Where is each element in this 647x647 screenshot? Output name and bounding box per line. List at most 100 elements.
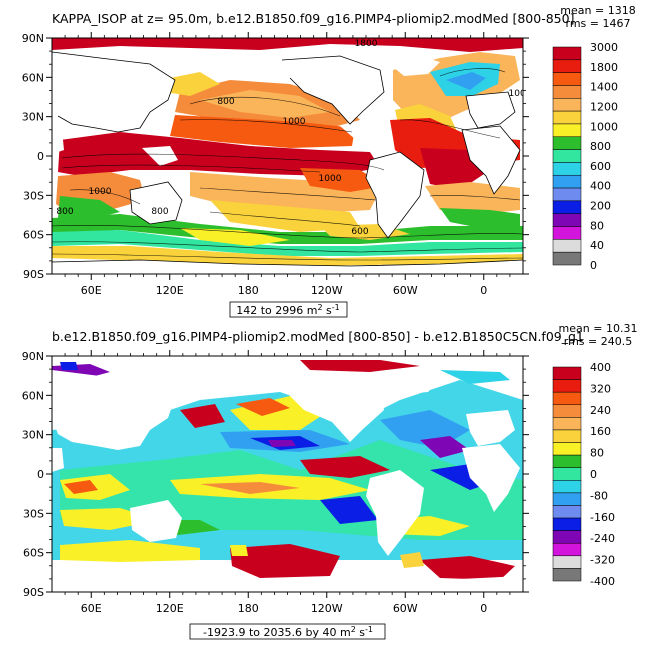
lat-tick-label: 60N <box>22 71 44 84</box>
lon-tick-label: 180 <box>238 284 259 297</box>
colorbar-swatch <box>552 492 582 506</box>
lon-tick-label: 0 <box>480 284 487 297</box>
lon-tick-label: 60E <box>81 602 102 615</box>
lon-tick-label: 60W <box>393 284 418 297</box>
lat-tick-label: 30S <box>23 189 44 202</box>
panel-bottom-axes: 90N 60N 30N 0 30S 60S 90S 60E 120E 180 120W 60W 0 <box>22 350 529 615</box>
lon-tick-label: 60W <box>393 602 418 615</box>
colorbar-label: 320 <box>590 382 611 395</box>
colorbar-swatch <box>552 417 582 431</box>
lat-tick-label: 30N <box>22 429 44 442</box>
lat-tick-label: 90S <box>23 268 44 281</box>
lon-tick-label: 60E <box>81 284 102 297</box>
colorbar-swatch <box>552 555 582 569</box>
contour-label: 800 <box>217 97 234 107</box>
colorbar-swatch <box>552 123 582 138</box>
contour-label: 1000 <box>283 117 306 127</box>
colorbar-swatch <box>552 251 582 266</box>
colorbar-swatch <box>552 542 582 557</box>
colorbar-swatch <box>552 46 582 61</box>
panel-top-range-label: 142 to 2996 m2 s-1 <box>236 303 340 317</box>
colorbar-label: -160 <box>590 511 615 524</box>
colorbar-swatch <box>552 454 582 468</box>
colorbar-swatch <box>552 429 582 443</box>
panel-bottom-range-label: -1923.9 to 2035.6 by 40 m2 s-1 <box>203 625 373 639</box>
colorbar-label: 80 <box>590 447 604 460</box>
colorbar-label: 0 <box>590 468 597 481</box>
colorbar-swatch <box>552 226 582 240</box>
colorbar-swatch <box>552 72 582 86</box>
colorbar-label: 80 <box>590 219 604 232</box>
lon-tick-label: 120E <box>156 284 184 297</box>
panel-bottom-rms: rms = 240.5 <box>564 335 632 348</box>
lat-tick-label: 30S <box>23 507 44 520</box>
colorbar-swatch <box>552 530 582 544</box>
colorbar-swatch <box>552 162 582 176</box>
lon-tick-label: 180 <box>238 602 259 615</box>
lat-tick-label: 60S <box>23 229 44 242</box>
panel-bottom-difference: b.e12.B1850.f09_g16.PIMP4-pliomip2.modMe… <box>22 322 638 640</box>
lat-tick-label: 60S <box>23 547 44 560</box>
contour-label: 1800 <box>355 39 378 49</box>
colorbar-swatch <box>552 187 582 202</box>
map-bottom <box>52 356 523 592</box>
colorbar-swatch <box>552 98 582 112</box>
colorbar-swatch <box>552 568 582 582</box>
colorbar-label: 1800 <box>590 61 618 74</box>
colorbar-swatch <box>552 174 582 189</box>
colorbar-swatch <box>552 136 582 150</box>
lat-tick-label: 90S <box>23 586 44 599</box>
colorbar-label: 1200 <box>590 100 618 113</box>
colorbar-label: 240 <box>590 404 611 417</box>
colorbar-swatch <box>552 85 582 99</box>
panel-bottom-colorbar: 400 320 240 160 80 0 -80 -160 -240 -320 -400 <box>552 361 615 588</box>
colorbar-label: 400 <box>590 361 611 374</box>
lat-tick-label: 90N <box>22 350 44 363</box>
contour-label: 800 <box>151 207 168 217</box>
lon-tick-label: 120E <box>156 602 184 615</box>
colorbar-swatch <box>552 505 582 519</box>
colorbar-label: 3000 <box>590 41 618 54</box>
lat-tick-label: 90N <box>22 32 44 45</box>
colorbar-label: 400 <box>590 180 611 193</box>
colorbar-label: 800 <box>590 140 611 153</box>
lon-tick-label: 120W <box>311 602 343 615</box>
colorbar-label: -80 <box>590 489 608 502</box>
contour-label: 1000 <box>89 187 112 197</box>
colorbar-label: 0 <box>590 259 597 272</box>
panel-top-range-box: 142 to 2996 m2 s-1 <box>229 301 348 318</box>
colorbar-label: 160 <box>590 425 611 438</box>
lat-tick-label: 0 <box>37 468 44 481</box>
lat-tick-label: 30N <box>22 111 44 124</box>
colorbar-label: 1400 <box>590 81 618 94</box>
colorbar-swatch <box>552 59 582 73</box>
panel-top-mean: mean = 1318 <box>560 4 635 17</box>
colorbar-swatch <box>552 149 582 163</box>
panel-top-title: KAPPA_ISOP at z= 95.0m, b.e12.B1850.f09_… <box>52 11 574 26</box>
colorbar-swatch <box>552 467 582 481</box>
colorbar-swatch <box>552 404 582 418</box>
contour-label: 1000 <box>509 89 532 99</box>
panel-bottom-range-box: -1923.9 to 2035.6 by 40 m2 s-1 <box>189 623 386 640</box>
colorbar-label: 1000 <box>590 120 618 133</box>
colorbar-swatch <box>552 110 582 125</box>
lat-tick-label: 0 <box>37 150 44 163</box>
colorbar-swatch <box>552 213 582 227</box>
colorbar-label: -320 <box>590 554 615 567</box>
colorbar-swatch <box>552 379 582 393</box>
map-top: 1800 800 1000 1000 1000 800 600 800 1000 <box>52 38 532 274</box>
panel-top-kappa-isop: KAPPA_ISOP at z= 95.0m, b.e12.B1850.f09_… <box>22 4 636 318</box>
contour-label: 600 <box>351 227 368 237</box>
colorbar-label: 40 <box>590 239 604 252</box>
panel-bottom-title: b.e12.B1850.f09_g16.PIMP4-pliomip2.modMe… <box>52 329 584 344</box>
contour-labels: 1800 800 1000 1000 1000 800 600 800 1000 <box>56 39 532 237</box>
contour-label: 1000 <box>319 174 342 184</box>
lat-tick-label: 60N <box>22 389 44 402</box>
colorbar-swatch <box>552 442 582 456</box>
panel-top-axes: 90N 60N 30N 0 30S 60S 90S 60E 120E 180 120W 60W 0 <box>22 32 529 297</box>
panel-bottom-mean: mean = 10.31 <box>559 322 638 335</box>
colorbar-swatch <box>552 480 582 494</box>
colorbar-label: 200 <box>590 200 611 213</box>
